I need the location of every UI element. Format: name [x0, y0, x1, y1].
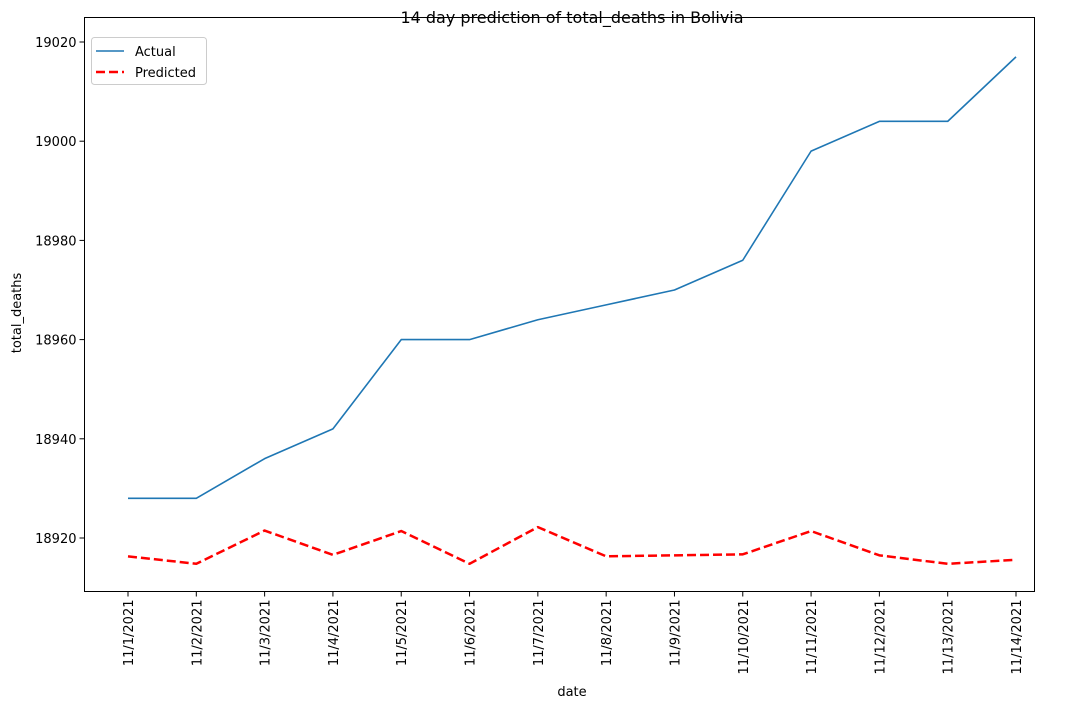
series-line-predicted [127, 525, 1017, 566]
x-tick-label: 11/1/2021 [122, 600, 137, 667]
legend-label-actual: Actual [135, 45, 176, 60]
x-tick-label: 11/2/2021 [190, 600, 205, 667]
y-tick-label: 18920 [35, 532, 76, 547]
y-axis-label: total_deaths [10, 273, 25, 354]
series-lines [127, 56, 1017, 566]
x-tick-label: 11/6/2021 [464, 600, 479, 667]
y-tick-label: 19020 [35, 36, 76, 51]
x-axis-label: date [557, 685, 586, 700]
y-tick-label: 18980 [35, 234, 76, 249]
x-axis: 11/1/2021 11/2/2021 11/3/2021 11/4/2021 11/5… [122, 591, 1025, 675]
x-tick-label: 11/13/2021 [942, 600, 957, 675]
x-tick-label: 11/12/2021 [873, 600, 888, 675]
x-tick-label: 11/9/2021 [668, 600, 683, 667]
x-tick-label: 11/11/2021 [805, 600, 820, 675]
x-tick-label: 11/4/2021 [327, 600, 342, 667]
x-tick-label: 11/3/2021 [259, 600, 274, 667]
y-tick-label: 18940 [35, 433, 76, 448]
x-tick-label: 11/7/2021 [532, 600, 547, 667]
legend-box [91, 37, 207, 85]
series-line-actual [128, 56, 1017, 500]
x-tick-label: 11/5/2021 [395, 600, 410, 667]
x-tick-label: 11/10/2021 [737, 600, 752, 675]
y-tick-label: 19000 [35, 135, 76, 150]
y-tick-label: 18960 [35, 334, 76, 349]
plot-area [84, 17, 1035, 592]
y-axis: 18920 18940 18960 18980 19000 19020 [35, 36, 85, 547]
legend: Actual Predicted [91, 37, 207, 85]
x-tick-label: 11/8/2021 [600, 600, 615, 667]
legend-label-predicted: Predicted [135, 66, 196, 81]
x-tick-label: 11/14/2021 [1010, 600, 1025, 675]
